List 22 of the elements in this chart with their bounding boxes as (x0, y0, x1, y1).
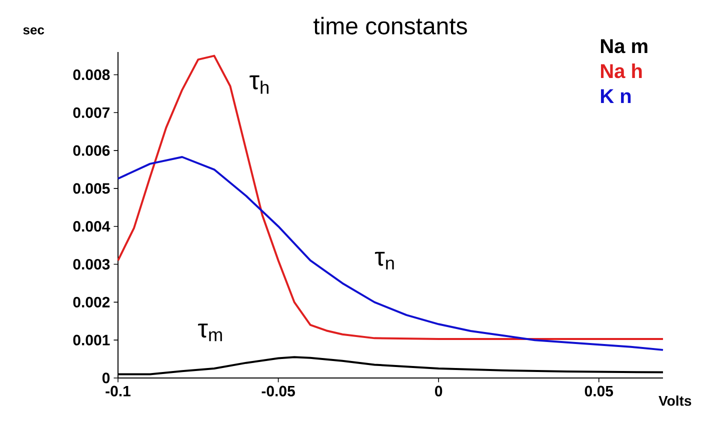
y-tick-label: 0.008 (73, 69, 110, 80)
y-tick-label: 0.001 (73, 334, 110, 346)
text: K n (600, 89, 631, 103)
annotation: τ$_{n}$ (374, 252, 394, 270)
annotation: τ$_{h}$ (250, 75, 268, 94)
y-axis-title: sec (23, 27, 44, 34)
y-tick-label: 0.002 (73, 296, 110, 308)
x-tick-label: -0.05 (262, 386, 295, 396)
y-tick-label: 0.007 (73, 107, 110, 118)
x-tick-label: 0.05 (584, 386, 614, 396)
text: Na h (600, 64, 642, 78)
x-tick-label: -0.1 (106, 386, 131, 396)
y-tick-label: 0.005 (73, 183, 110, 194)
x-tick-label: 0 (435, 386, 442, 396)
text: Na m (600, 39, 648, 54)
y-tick-label: 0.006 (73, 145, 110, 156)
y-tick-label: 0.004 (73, 221, 110, 232)
chart-title: time constants (313, 16, 467, 34)
y-tick-label: 0 (102, 372, 110, 384)
x-axis-title: Volts (658, 396, 692, 406)
y-tick-label: 0.003 (73, 258, 110, 270)
annotation: τ$_{m}$ (198, 324, 222, 342)
